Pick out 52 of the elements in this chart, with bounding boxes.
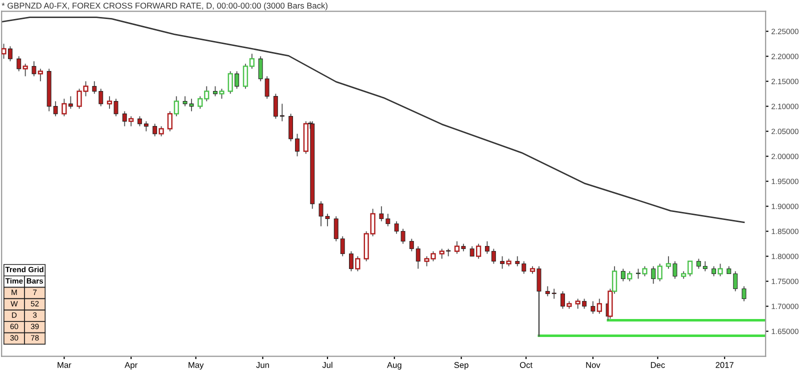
x-tick-label: Nov	[586, 362, 600, 368]
x-tick-label: Dec	[650, 362, 665, 368]
candlestick	[138, 116, 142, 127]
candlestick	[733, 270, 738, 292]
candlestick	[651, 266, 656, 284]
candlestick	[742, 286, 746, 302]
candlestick	[702, 260, 708, 272]
x-tick-label: Jun	[256, 362, 269, 368]
x-tick-label: Aug	[386, 362, 402, 370]
candlestick	[264, 76, 270, 100]
candlestick	[280, 103, 284, 122]
x-tick-label: 2017	[716, 362, 734, 368]
candlestick	[552, 288, 556, 300]
x-tick-label: Jul	[322, 362, 332, 368]
candlestick	[98, 88, 104, 107]
candlestick	[394, 220, 399, 234]
candlestick	[409, 238, 414, 252]
candlestick	[484, 240, 490, 254]
candlestick	[189, 98, 194, 112]
candlestick	[334, 216, 338, 242]
candlestick	[590, 300, 596, 314]
chart-title: * GBPNZD A0-FX, FOREX CROSS FORWARD RATE, D, 00:00-00:00 (3000 Bars Back)	[2, 2, 328, 10]
candlestick	[16, 56, 22, 72]
candlestick	[38, 68, 44, 82]
candlestick	[400, 228, 406, 244]
x-tick-label: Apr	[124, 362, 138, 370]
candlestick	[386, 213, 390, 227]
candlestick	[32, 60, 36, 77]
candlestick	[515, 256, 520, 267]
candlestick	[379, 206, 384, 222]
candlestick	[258, 56, 263, 82]
candlestick	[92, 80, 97, 94]
x-tick-label: Sep	[454, 362, 468, 370]
candlestick	[182, 96, 188, 107]
candlestick	[657, 263, 662, 282]
x-tick-label: Oct	[520, 362, 532, 368]
x-tick-label: May	[188, 362, 204, 370]
candlestick	[144, 120, 148, 132]
candlestick	[522, 260, 526, 274]
candlestick	[273, 93, 278, 120]
candlestick	[491, 248, 496, 264]
candlestick	[596, 298, 602, 314]
line-series	[2, 16, 745, 223]
candlestick	[696, 258, 701, 270]
candlestick	[340, 236, 345, 257]
candlestick	[22, 63, 28, 77]
candlestick	[295, 133, 300, 157]
candlestick	[53, 100, 58, 117]
candlestick	[288, 113, 294, 142]
candlestick	[416, 246, 420, 270]
candlestick	[545, 286, 550, 297]
x-tick-label: Mar	[58, 362, 72, 368]
